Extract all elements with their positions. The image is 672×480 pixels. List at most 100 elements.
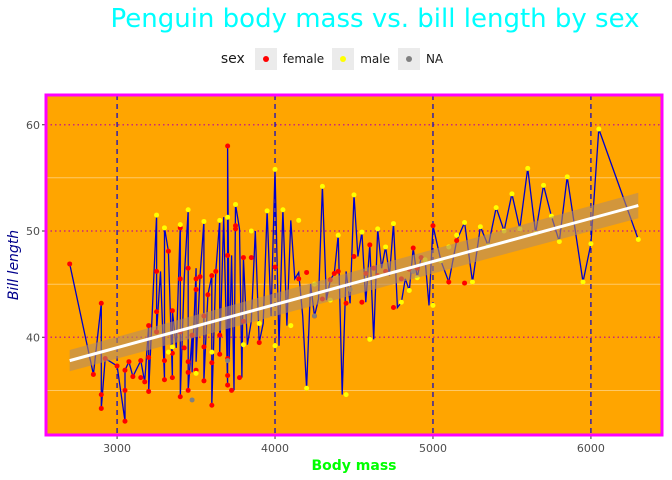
y-tick-label: 40 bbox=[26, 331, 40, 344]
data-point-female bbox=[217, 351, 223, 357]
data-point-male bbox=[209, 349, 215, 355]
data-point-male bbox=[233, 201, 239, 207]
data-point-male bbox=[556, 239, 562, 245]
data-point-female bbox=[169, 308, 175, 314]
data-point-male bbox=[272, 343, 278, 349]
data-point-male bbox=[264, 208, 270, 214]
legend-key-na bbox=[397, 48, 420, 70]
data-point-male bbox=[406, 288, 412, 293]
legend-item-female: female bbox=[254, 48, 324, 70]
data-point-female bbox=[248, 255, 254, 261]
data-point-na bbox=[189, 397, 195, 403]
data-point-female bbox=[296, 276, 302, 282]
data-point-male bbox=[588, 241, 594, 247]
data-point-female bbox=[343, 300, 349, 306]
data-point-male bbox=[185, 207, 191, 213]
data-point-male bbox=[477, 224, 483, 230]
data-point-na bbox=[312, 313, 318, 319]
plot-panel bbox=[46, 95, 662, 435]
x-tick-label: 3000 bbox=[103, 442, 131, 455]
data-point-female bbox=[154, 309, 160, 315]
data-point-male bbox=[161, 225, 167, 231]
data-point-female bbox=[185, 387, 191, 393]
data-point-female bbox=[185, 359, 191, 365]
data-point-female bbox=[225, 382, 231, 388]
data-point-female bbox=[335, 268, 341, 274]
data-point-female bbox=[351, 254, 357, 259]
x-axis-title: Body mass bbox=[311, 458, 396, 474]
data-point-female bbox=[193, 286, 199, 292]
legend-dot-female bbox=[262, 56, 269, 62]
data-point-male bbox=[383, 244, 389, 250]
data-point-male bbox=[635, 237, 641, 242]
data-point-female bbox=[169, 350, 175, 356]
data-point-male bbox=[248, 228, 254, 234]
data-point-male bbox=[462, 220, 468, 225]
data-point-male bbox=[596, 126, 602, 132]
data-point-male bbox=[525, 165, 531, 171]
data-point-female bbox=[177, 276, 183, 282]
data-point-female bbox=[256, 340, 262, 346]
data-point-male bbox=[454, 232, 460, 238]
data-point-female bbox=[331, 271, 337, 276]
data-point-male bbox=[335, 232, 341, 238]
data-point-female bbox=[304, 269, 310, 275]
data-point-male bbox=[390, 221, 396, 227]
data-point-male bbox=[272, 166, 278, 172]
data-point-female bbox=[146, 354, 152, 360]
y-axis-title: Bill length bbox=[6, 230, 22, 300]
data-point-female bbox=[209, 273, 215, 279]
data-point-female bbox=[90, 371, 96, 377]
legend-item-male: male bbox=[332, 48, 390, 70]
y-tick-label: 50 bbox=[26, 225, 40, 238]
legend-label-na: NA bbox=[425, 52, 444, 66]
data-point-male bbox=[430, 302, 436, 308]
data-point-female bbox=[122, 418, 128, 424]
data-point-male bbox=[225, 214, 231, 220]
data-point-female bbox=[185, 265, 191, 271]
data-point-female bbox=[122, 367, 128, 373]
x-tick-label: 4000 bbox=[261, 442, 289, 455]
legend-item-na: NA bbox=[397, 48, 444, 70]
data-point-female bbox=[98, 300, 104, 306]
data-point-male bbox=[319, 183, 325, 189]
x-tick-label: 5000 bbox=[419, 442, 447, 455]
data-point-female bbox=[430, 223, 436, 229]
data-point-female bbox=[161, 358, 167, 364]
chart-title: Penguin body mass vs. bill length by sex bbox=[110, 4, 640, 34]
legend-title: sex bbox=[220, 51, 245, 67]
legend: sex female male NA bbox=[0, 48, 672, 70]
data-point-female bbox=[114, 363, 120, 369]
data-point-female bbox=[98, 392, 104, 398]
data-point-female bbox=[130, 374, 136, 380]
data-point-male bbox=[169, 344, 175, 350]
data-point-male bbox=[177, 222, 183, 228]
data-point-female bbox=[154, 268, 160, 274]
data-point-female bbox=[462, 280, 468, 286]
data-point-male bbox=[509, 191, 515, 197]
data-point-male bbox=[288, 323, 294, 329]
data-point-male bbox=[493, 205, 499, 211]
data-point-male bbox=[240, 342, 246, 348]
plot-border bbox=[44, 93, 664, 437]
data-point-male bbox=[165, 349, 171, 355]
data-point-male bbox=[367, 336, 373, 342]
data-point-female bbox=[138, 375, 144, 381]
data-point-female bbox=[229, 387, 235, 393]
legend-key-male bbox=[332, 48, 355, 70]
data-point-female bbox=[446, 279, 452, 285]
data-point-male bbox=[469, 279, 475, 285]
data-point-female bbox=[181, 345, 187, 351]
data-point-male bbox=[256, 320, 262, 326]
x-tick-label: 6000 bbox=[577, 442, 605, 455]
data-point-female bbox=[138, 358, 144, 364]
data-point-male bbox=[193, 370, 199, 376]
y-tick-label: 60 bbox=[26, 119, 40, 132]
data-point-female bbox=[165, 248, 171, 254]
data-point-female bbox=[122, 387, 128, 393]
data-point-female bbox=[169, 375, 175, 381]
data-point-male bbox=[398, 299, 404, 305]
data-point-female bbox=[193, 276, 199, 282]
data-point-male bbox=[541, 182, 547, 188]
